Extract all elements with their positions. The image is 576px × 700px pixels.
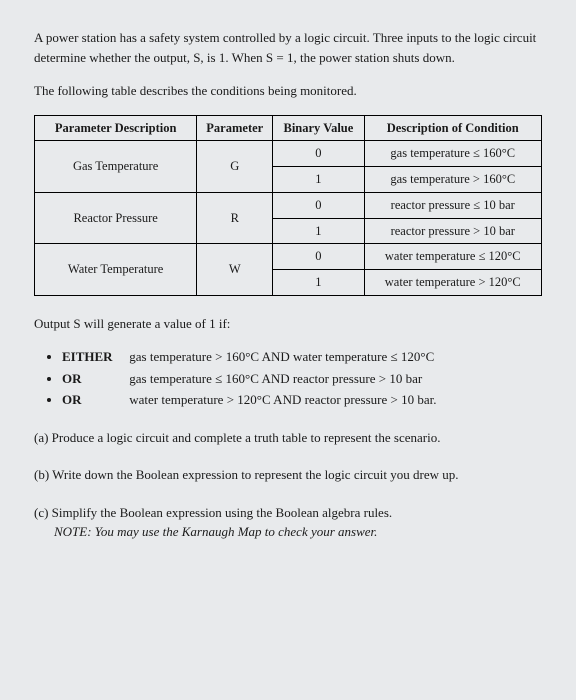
- question-c-text: (c) Simplify the Boolean expression usin…: [34, 505, 392, 520]
- list-item: OR water temperature > 120°C AND reactor…: [62, 390, 542, 410]
- cell-param: R: [197, 192, 273, 244]
- output-intro: Output S will generate a value of 1 if:: [34, 314, 542, 334]
- cell-bin: 1: [273, 167, 364, 193]
- page: { "intro1": "A power station has a safet…: [0, 0, 576, 700]
- list-item: OR gas temperature ≤ 160°C AND reactor p…: [62, 369, 542, 389]
- condition-text: gas temperature > 160°C AND water temper…: [129, 349, 434, 364]
- cell-param: W: [197, 244, 273, 296]
- table-row: Gas Temperature G 0 gas temperature ≤ 16…: [35, 141, 542, 167]
- keyword: OR: [62, 369, 126, 389]
- cell-cond: reactor pressure > 10 bar: [364, 218, 541, 244]
- cell-desc: Gas Temperature: [35, 141, 197, 193]
- conditions-list: EITHER gas temperature > 160°C AND water…: [34, 347, 542, 410]
- cell-cond: reactor pressure ≤ 10 bar: [364, 192, 541, 218]
- intro-paragraph-1: A power station has a safety system cont…: [34, 28, 542, 67]
- cell-bin: 0: [273, 244, 364, 270]
- th-desc: Parameter Description: [35, 115, 197, 141]
- cell-desc: Water Temperature: [35, 244, 197, 296]
- cell-desc: Reactor Pressure: [35, 192, 197, 244]
- cell-bin: 1: [273, 270, 364, 296]
- cell-bin: 0: [273, 141, 364, 167]
- table-row: Water Temperature W 0 water temperature …: [35, 244, 542, 270]
- conditions-table: Parameter Description Parameter Binary V…: [34, 115, 542, 296]
- question-c: (c) Simplify the Boolean expression usin…: [34, 503, 542, 542]
- question-b: (b) Write down the Boolean expression to…: [34, 465, 542, 485]
- table-header-row: Parameter Description Parameter Binary V…: [35, 115, 542, 141]
- cell-cond: water temperature > 120°C: [364, 270, 541, 296]
- keyword: EITHER: [62, 347, 126, 367]
- cell-cond: gas temperature ≤ 160°C: [364, 141, 541, 167]
- table-row: Reactor Pressure R 0 reactor pressure ≤ …: [35, 192, 542, 218]
- keyword: OR: [62, 390, 126, 410]
- cell-param: G: [197, 141, 273, 193]
- th-condition: Description of Condition: [364, 115, 541, 141]
- condition-text: water temperature > 120°C AND reactor pr…: [129, 392, 436, 407]
- th-param: Parameter: [197, 115, 273, 141]
- question-c-note: NOTE: You may use the Karnaugh Map to ch…: [54, 524, 377, 539]
- cell-bin: 1: [273, 218, 364, 244]
- question-a: (a) Produce a logic circuit and complete…: [34, 428, 542, 448]
- th-binary: Binary Value: [273, 115, 364, 141]
- condition-text: gas temperature ≤ 160°C AND reactor pres…: [129, 371, 422, 386]
- cell-cond: gas temperature > 160°C: [364, 167, 541, 193]
- list-item: EITHER gas temperature > 160°C AND water…: [62, 347, 542, 367]
- cell-cond: water temperature ≤ 120°C: [364, 244, 541, 270]
- cell-bin: 0: [273, 192, 364, 218]
- intro-paragraph-2: The following table describes the condit…: [34, 81, 542, 101]
